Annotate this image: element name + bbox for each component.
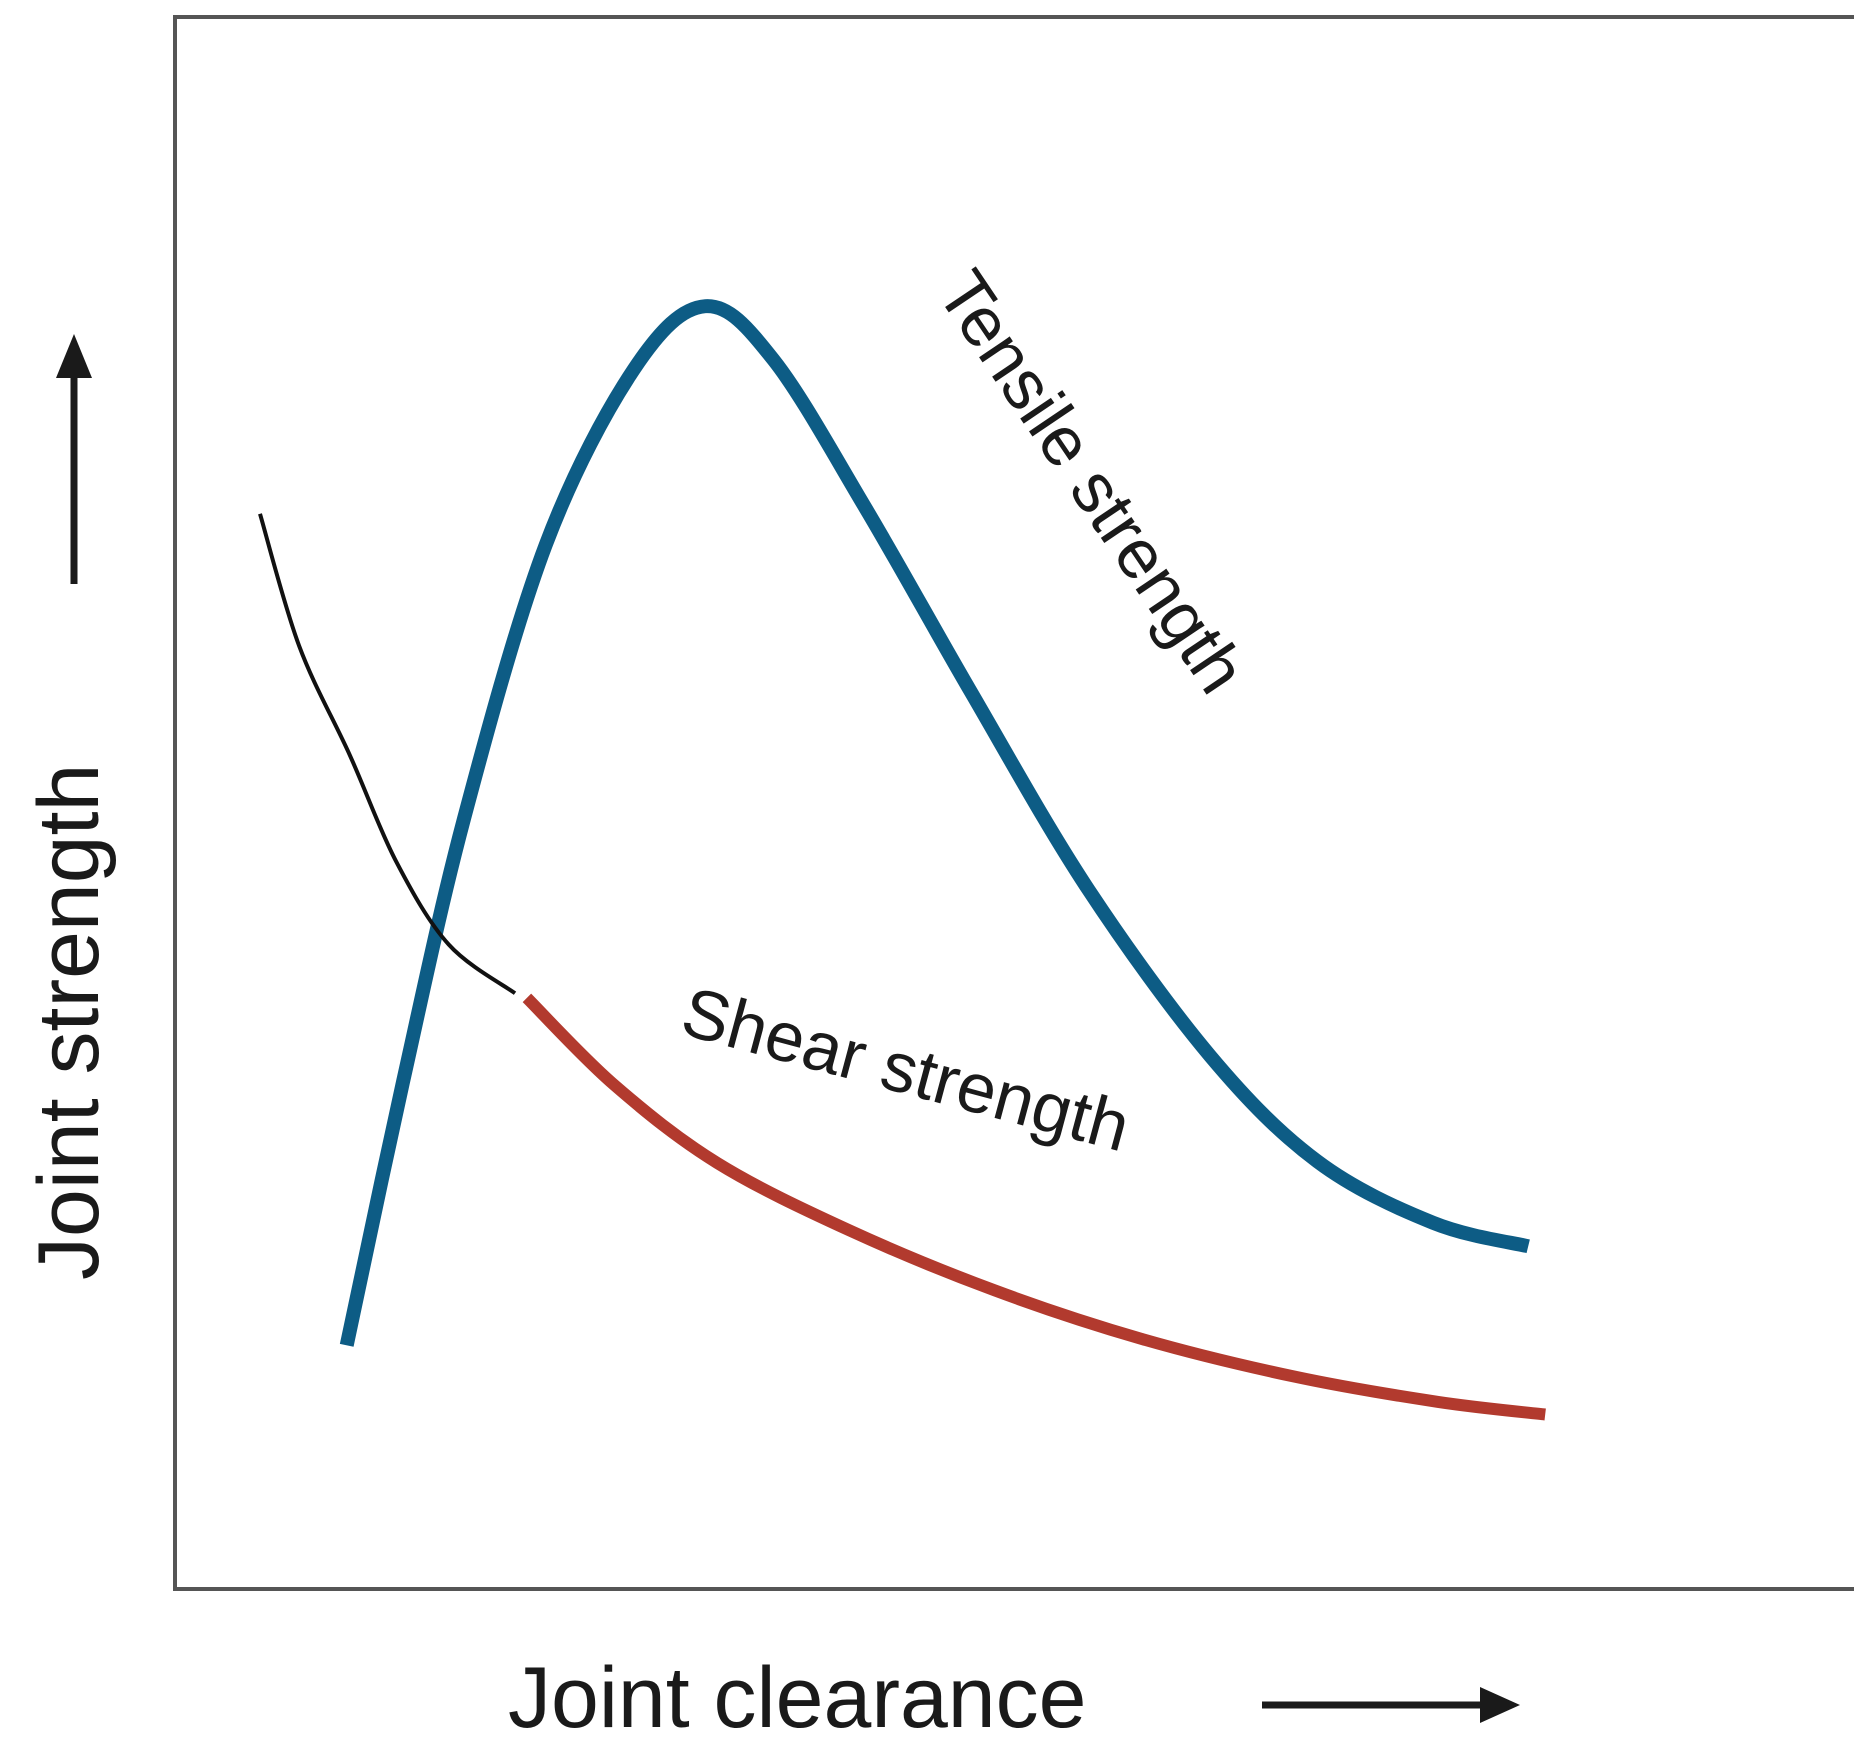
plot-frame xyxy=(173,15,1854,1591)
y-axis-label: Joint strength xyxy=(21,764,117,1280)
y-axis-arrow xyxy=(56,334,92,584)
series-shear-strength-line-segment-2 xyxy=(522,993,1546,1421)
x-axis-arrow xyxy=(1262,1687,1520,1723)
series-shear-strength-line-segment-1 xyxy=(258,513,517,995)
series-tensile-strength-line xyxy=(339,299,1530,1347)
series-layer xyxy=(258,299,1546,1421)
x-axis-label: Joint clearance xyxy=(508,1650,1086,1746)
